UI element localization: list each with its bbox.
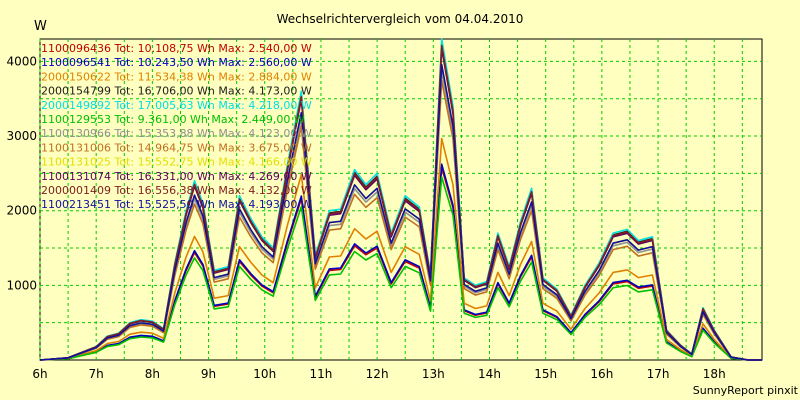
series-lines [39,38,762,361]
x-axis-ticks: 6h 7h 8h 9h 10h 11h 12h 13h 14h 15h 16h 17h 18h [32,367,725,381]
legend-entry-1100129553: 1100129553 Tot: 9.361,00 Wh Max: 2.449,0… [41,113,305,126]
series-line-1100213451 [39,63,762,361]
legend: 1100096436 Tot: 10.108,75 Wh Max: 2.540,… [41,42,312,211]
legend-entry-1100130966: 1100130966 Tot: 15.353,88 Wh Max: 4.123,… [41,127,312,140]
y-tick-label: 3000 [6,129,37,143]
y-axis-unit: W [34,19,47,34]
x-tick-label: 18h [703,367,726,381]
x-tick-label: 9h [201,367,216,381]
legend-entry-2000001409: 2000001409 Tot: 16.556,38 Wh Max: 4.132,… [41,184,312,197]
x-tick-label: 7h [89,367,104,381]
y-tick-label: 2000 [6,204,37,218]
legend-entry-2000150622: 2000150622 Tot: 11.534,38 Wh Max: 2.884,… [41,70,312,83]
series-line-1100131006 [39,79,762,361]
x-tick-label: 10h [253,367,276,381]
legend-entry-2000154799: 2000154799 Tot: 16.706,00 Wh Max: 4.173,… [41,85,312,98]
y-tick-label: 4000 [6,54,37,68]
series-line-2000001409 [39,44,762,361]
legend-entry-1100096436: 1100096436 Tot: 10.108,75 Wh Max: 2.540,… [41,42,312,55]
legend-entry-1100213451: 1100213451 Tot: 15.525,50 Wh Max: 4.193,… [41,198,312,211]
x-tick-label: 11h [309,367,332,381]
series-line-1100129553 [39,176,762,361]
y-tick-label: 1000 [6,278,37,292]
x-tick-label: 15h [534,367,557,381]
y-axis-ticks: 1000 2000 3000 4000 [6,54,37,292]
legend-entry-1100096541: 1100096541 Tot: 10.243,50 Wh Max: 2.560,… [41,56,312,69]
x-tick-label: 6h [32,367,47,381]
series-line-2000150622 [39,137,762,361]
x-tick-label: 12h [366,367,389,381]
x-tick-label: 8h [145,367,160,381]
series-line-1100096541 [39,163,762,361]
legend-entry-1100131006: 1100131006 Tot: 14.964,75 Wh Max: 3.675,… [41,141,312,154]
legend-entry-1100131074: 1100131074 Tot: 16.331,00 Wh Max: 4.269,… [41,170,312,183]
x-tick-label: 13h [422,367,445,381]
chart-title: Wechselrichtervergleich vom 04.04.2010 [277,12,524,26]
x-tick-label: 17h [647,367,670,381]
x-tick-label: 14h [478,367,501,381]
plot-area [39,38,763,361]
legend-entry-2000149892: 2000149892 Tot: 17.005,63 Wh Max: 4.218,… [41,99,312,112]
grid-lines [39,39,762,360]
x-tick-label: 16h [590,367,613,381]
footer-credit: SunnyReport pinxit [693,384,799,397]
legend-entry-1100131025: 1100131025 Tot: 15.552,75 Wh Max: 4.166,… [41,156,312,169]
